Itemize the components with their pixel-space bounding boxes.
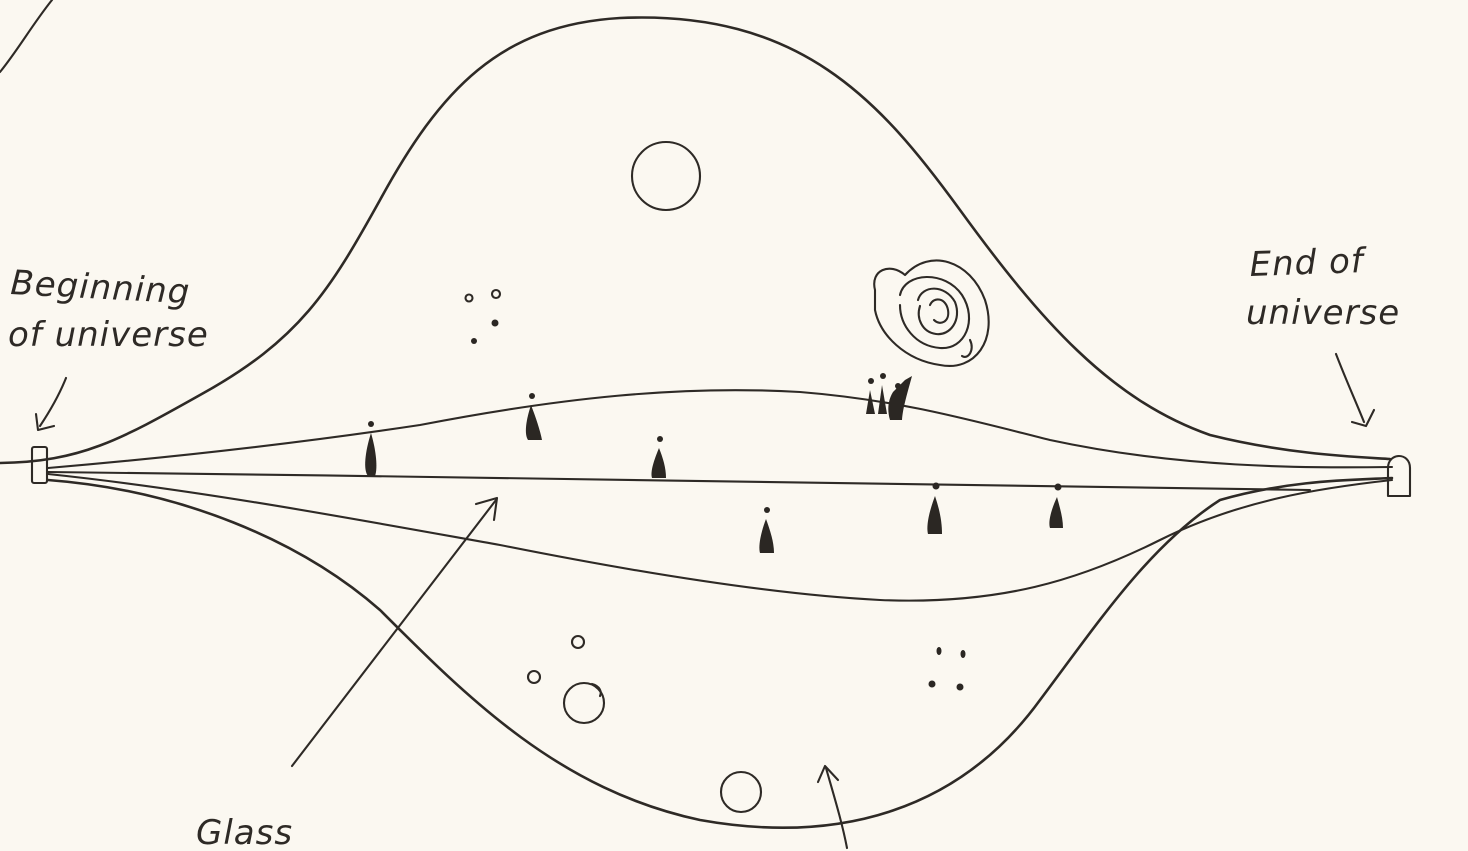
figures: [365, 373, 1063, 553]
arrow-end: [1334, 352, 1376, 428]
outer-bubble-top: [0, 16, 1392, 465]
glass-top-curve: [46, 389, 1394, 470]
beginning-marker: [30, 445, 49, 485]
star-cluster-top: [464, 288, 502, 344]
figure-1: [365, 421, 377, 476]
end-marker: [1386, 454, 1412, 498]
arrow-beginning: [34, 376, 68, 432]
stray-line: [0, 0, 54, 74]
planet-bottom-a-tick: [590, 682, 602, 698]
planet-bottom-a: [562, 681, 606, 725]
figure-group: [866, 373, 912, 420]
label-end-line1: End of: [1249, 241, 1369, 285]
label-end-line2: universe: [1246, 293, 1400, 333]
arrow-glass: [290, 496, 499, 768]
planet-bottom-b: [719, 770, 763, 814]
figure-3: [651, 436, 666, 478]
planet-small-b: [570, 634, 586, 650]
label-beginning-line2: of universe: [8, 315, 209, 355]
figure-4: [759, 507, 774, 553]
label-beginning-line1: Beginning: [10, 263, 192, 312]
star-cluster-bottom: [928, 647, 966, 691]
figure-6: [1049, 483, 1063, 528]
glass-bottom-curve: [46, 472, 1394, 602]
glass-rail: [46, 470, 1312, 492]
planet-large-top: [630, 140, 702, 212]
outer-bubble-bottom: [46, 476, 1394, 829]
arrow-bottom-lobe: [816, 764, 849, 850]
label-glass: Glass: [196, 813, 293, 851]
spiral-galaxy: [873, 259, 990, 368]
planet-small-a: [526, 669, 542, 685]
figure-5: [927, 482, 942, 534]
figure-2: [525, 393, 542, 440]
